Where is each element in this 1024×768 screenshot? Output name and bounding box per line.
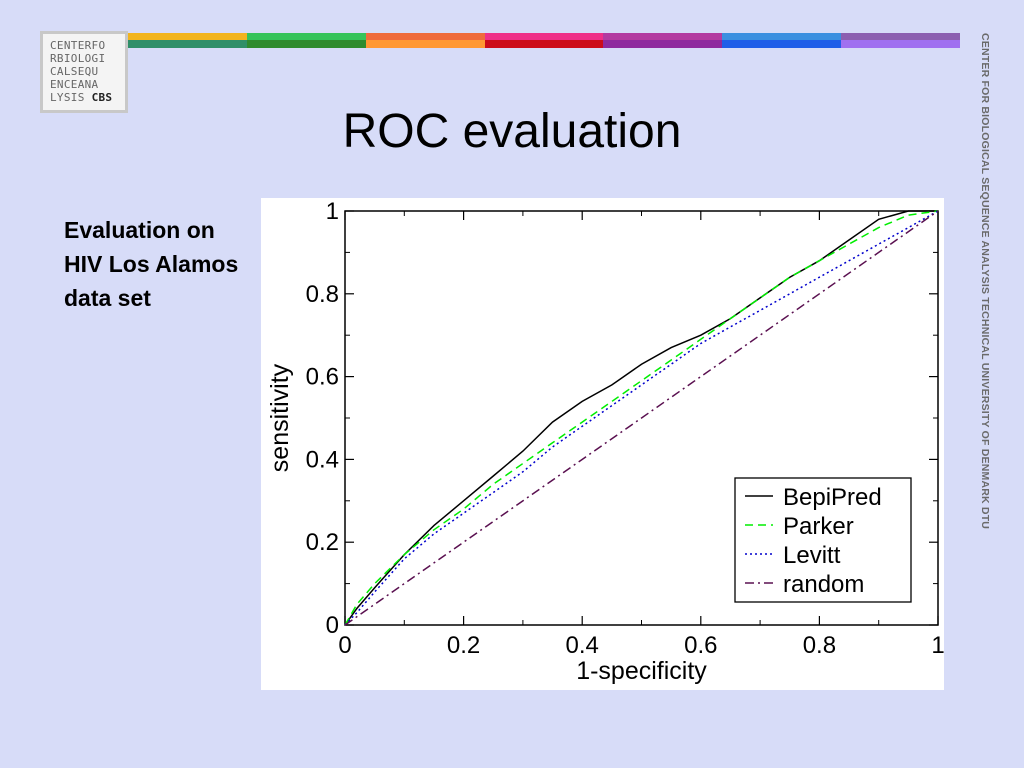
stripe-segment — [484, 33, 604, 48]
stripe-segment — [722, 33, 842, 48]
stripe-segment — [128, 33, 248, 48]
series-line-bepipred — [344, 210, 938, 626]
stripe-segment — [603, 33, 723, 48]
cbs-logo-text: CENTERFO RBIOLOGI CALSEQU ENCEANA LYSIS … — [43, 34, 125, 110]
y-tick-label: 1 — [326, 198, 339, 225]
logo-bold-text: CBS — [91, 91, 113, 104]
legend-box — [734, 477, 912, 603]
logo-line-3: CALSEQU — [50, 65, 99, 78]
legend-label: Levitt — [783, 542, 841, 569]
color-stripe — [128, 33, 961, 48]
vertical-institution-text: CENTER FOR BIOLOGICAL SEQUENCE ANALYSIS … — [979, 33, 991, 530]
logo-line-2: RBIOLOGI — [50, 52, 106, 65]
y-axis-label: sensitivity — [266, 363, 294, 472]
logo-line-5-text: LYSIS — [50, 91, 85, 104]
stripe-segment — [246, 33, 367, 48]
logo-line-5: LYSIS CBS — [50, 91, 125, 104]
logo-line-4: ENCEANA — [50, 78, 99, 91]
legend-label: random — [783, 571, 864, 598]
x-tick-label: 0.2 — [447, 632, 480, 659]
x-tick-label: 0.8 — [803, 632, 836, 659]
stripe-segment — [841, 33, 961, 48]
series-line-random — [344, 210, 939, 626]
x-tick-label: 0 — [338, 632, 351, 659]
stripe-segment — [365, 33, 486, 48]
x-axis-label: 1-specificity — [576, 657, 707, 685]
x-tick-label: 0.6 — [684, 632, 717, 659]
legend-label: Parker — [783, 513, 854, 540]
series-line-parker — [344, 210, 939, 626]
y-tick-label: 0.2 — [306, 529, 339, 556]
y-tick-label: 0.8 — [306, 281, 339, 308]
y-tick-label: 0.4 — [306, 446, 339, 473]
legend-label: BepiPred — [783, 484, 882, 511]
slide-title: ROC evaluation — [342, 105, 682, 158]
x-tick-label: 0.4 — [566, 632, 599, 659]
series-line-levitt — [344, 210, 939, 626]
y-tick-label: 0.6 — [306, 364, 339, 391]
cbs-logo: CENTERFO RBIOLOGI CALSEQU ENCEANA LYSIS … — [40, 31, 128, 113]
roc-chart: 0 0 0.2 0.2 0.4 0.4 0.6 0.6 0.8 0.8 1 1 1-specificit… — [261, 198, 945, 690]
side-caption: Evaluation on HIV Los Alamos data set — [64, 217, 239, 311]
roc-chart-svg: 00 0.2 0.2 0.4 0.4 0.6 0.6 0.8 0.8 1 1 1-specificit… — [266, 198, 945, 685]
logo-line-1: CENTERFO — [50, 39, 106, 52]
x-tick-label: 1 — [931, 632, 944, 659]
y-tick-label: 0 — [326, 612, 339, 639]
